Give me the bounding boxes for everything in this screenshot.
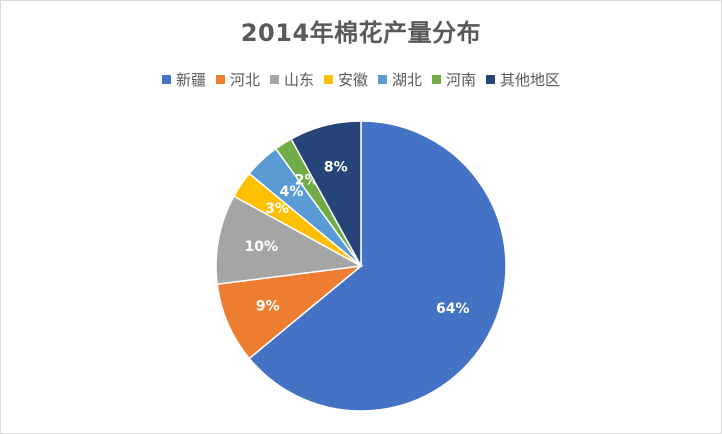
legend-swatch [432,75,442,84]
legend-label: 河北 [229,71,260,89]
legend-item: 新疆 [161,69,206,90]
legend-label: 新疆 [175,71,206,89]
pie-slice [215,195,364,286]
legend-swatch [161,75,171,84]
legend-swatch [378,75,387,84]
legend-label: 安徽 [337,71,368,89]
legend-item: 安徽 [323,69,368,90]
legend-swatch [323,75,333,84]
chart-legend: 新疆 河北 山东 安徽 湖北 河南 其他地区 [1,69,721,90]
legend-swatch [486,75,496,84]
slice-data-label: 4% [280,184,304,200]
legend-label: 山东 [283,71,314,89]
pie-slice [248,120,507,412]
legend-swatch [215,75,225,84]
chart-title: 2014年棉花产量分布 [240,19,482,47]
legend-item: 河南 [432,69,476,90]
slice-data-label: 8% [324,160,348,176]
legend-item: 其他地区 [486,69,560,90]
pie-slice [216,264,364,360]
legend-item: 湖北 [378,69,422,90]
legend-item: 山东 [269,69,314,90]
slice-data-label: 9% [256,298,280,314]
slice-data-label: 64% [436,301,470,317]
legend-swatch [269,75,279,84]
slice-data-label: 10% [245,239,279,255]
legend-item: 河北 [215,69,260,90]
pie-slice [290,120,362,267]
slice-data-label: 3% [265,201,289,217]
legend-label: 河南 [446,71,477,89]
legend-label: 其他地区 [500,71,561,89]
legend-label: 湖北 [392,71,423,89]
